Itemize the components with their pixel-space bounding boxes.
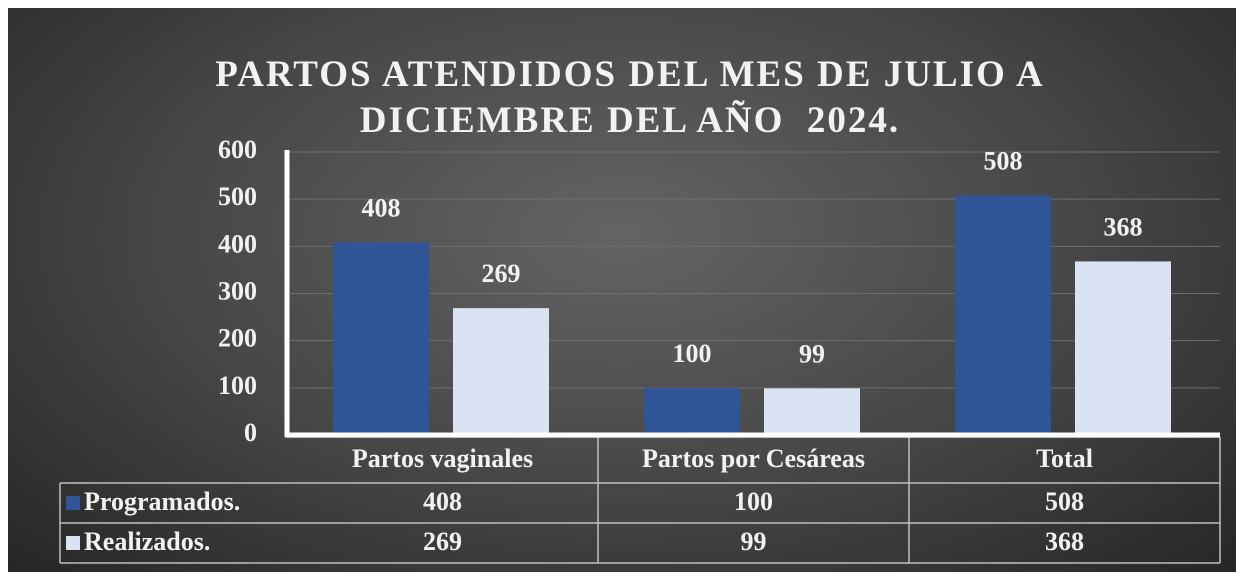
data-label: 508 bbox=[984, 146, 1023, 175]
data-label: 408 bbox=[362, 194, 401, 223]
bar bbox=[333, 242, 429, 435]
y-tick-label: 0 bbox=[244, 418, 257, 447]
table-cell: 508 bbox=[1045, 487, 1084, 516]
table-cell: 269 bbox=[423, 527, 462, 556]
y-tick-label: 400 bbox=[218, 229, 257, 258]
table-cell: 408 bbox=[423, 487, 462, 516]
y-tick-label: 300 bbox=[218, 276, 257, 305]
legend-key bbox=[66, 496, 80, 510]
legend-label: Programados. bbox=[84, 487, 240, 516]
y-tick-label: 500 bbox=[218, 182, 257, 211]
bar bbox=[955, 195, 1051, 435]
bar bbox=[644, 387, 740, 435]
chart-title: PARTOS ATENDIDOS DEL MES DE JULIO A DICI… bbox=[215, 54, 1056, 141]
x-tick-label: Partos por Cesáreas bbox=[642, 444, 865, 473]
bar bbox=[764, 388, 860, 435]
table-cell: 368 bbox=[1045, 527, 1084, 556]
data-label: 100 bbox=[673, 339, 712, 368]
table-cell: 100 bbox=[734, 487, 773, 516]
y-tick-label: 600 bbox=[218, 135, 257, 164]
bar bbox=[453, 308, 549, 435]
legend-key bbox=[66, 536, 80, 550]
y-tick-label: 200 bbox=[218, 324, 257, 353]
y-tick-label: 100 bbox=[218, 371, 257, 400]
data-label: 99 bbox=[799, 339, 825, 368]
data-label: 368 bbox=[1104, 212, 1143, 241]
x-tick-label: Partos vaginales bbox=[352, 444, 533, 473]
table-cell: 99 bbox=[741, 527, 767, 556]
bar bbox=[1075, 261, 1171, 435]
legend-label: Realizados. bbox=[84, 527, 210, 556]
x-tick-label: Total bbox=[1036, 444, 1093, 473]
data-label: 269 bbox=[482, 259, 521, 288]
